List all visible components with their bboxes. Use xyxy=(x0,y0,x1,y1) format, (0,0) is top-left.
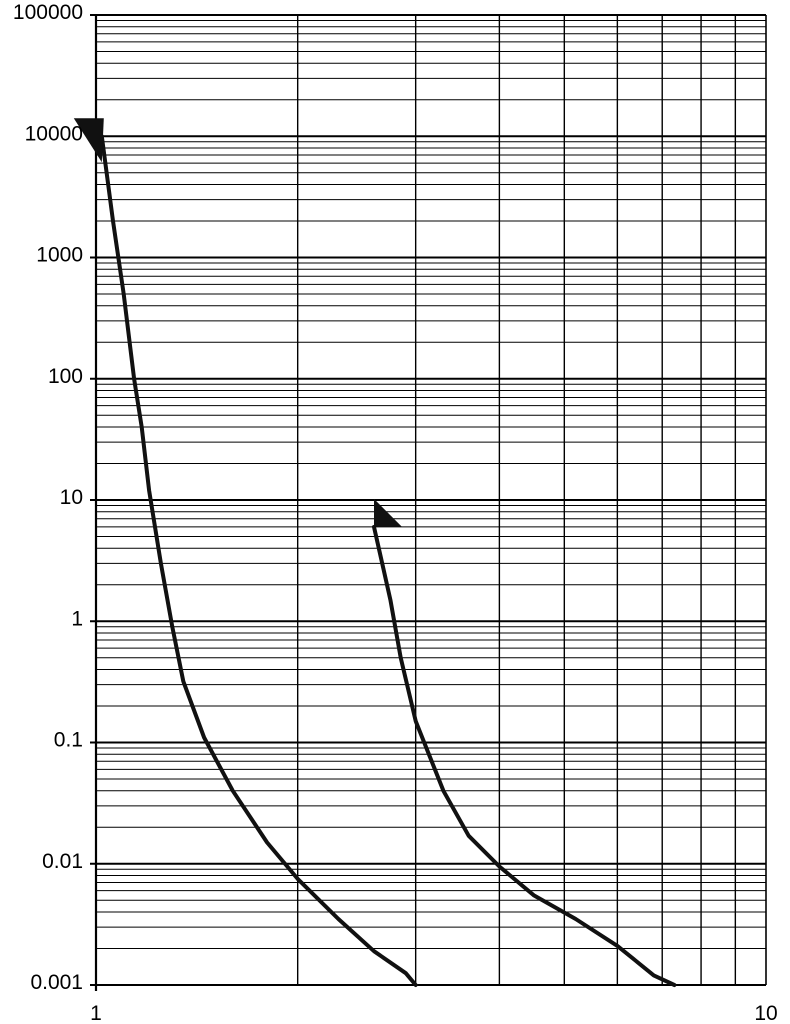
x-tick-label: 1 xyxy=(90,1002,102,1024)
series-arrowhead-2 xyxy=(374,498,402,527)
y-tick-label: 100 xyxy=(48,365,83,388)
y-tick-label: 0.01 xyxy=(42,850,83,873)
y-tick-label: 1 xyxy=(71,607,83,630)
y-tick-label: 0.001 xyxy=(30,971,83,994)
y-tick-label: 1000 xyxy=(36,244,83,267)
y-tick-label: 10000 xyxy=(25,122,83,145)
series-layer xyxy=(73,118,677,987)
y-tick-label: 100000 xyxy=(13,1,83,24)
x-tick-labels: 1 10 xyxy=(90,1002,778,1024)
y-tick-label: 10 xyxy=(60,486,83,509)
series-arrowhead-1 xyxy=(73,118,104,163)
minor-gridlines-y xyxy=(96,20,766,950)
y-tick-labels: 100000 10000 1000 100 10 1 0.1 0.01 0.001 xyxy=(13,1,83,994)
series-line-2 xyxy=(372,524,677,987)
major-gridlines xyxy=(90,14,767,991)
series-line-1 xyxy=(99,134,418,987)
y-tick-label: 0.1 xyxy=(54,729,83,752)
x-tick-label: 10 xyxy=(754,1002,777,1024)
